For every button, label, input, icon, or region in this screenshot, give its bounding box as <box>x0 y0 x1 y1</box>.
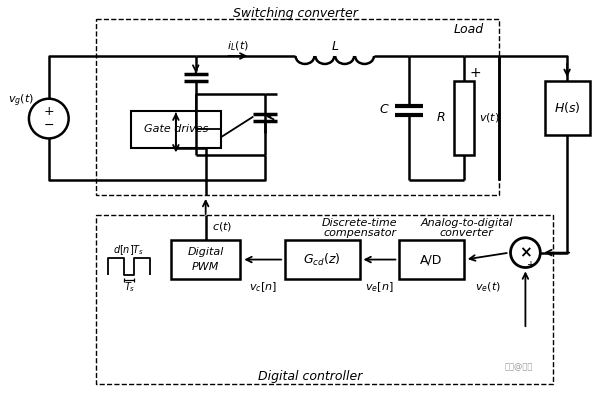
Circle shape <box>29 99 68 139</box>
Text: 知乎@冷夜: 知乎@冷夜 <box>504 362 533 371</box>
Text: ×: × <box>519 245 532 260</box>
Text: $G_{cd}(z)$: $G_{cd}(z)$ <box>303 251 341 268</box>
Bar <box>97 215 553 384</box>
Bar <box>545 81 590 135</box>
Text: Digital controller: Digital controller <box>258 370 362 383</box>
Text: Switching converter: Switching converter <box>233 7 358 20</box>
Text: Digital: Digital <box>187 247 224 257</box>
Text: compensator: compensator <box>323 228 396 238</box>
Text: $v(t)$: $v(t)$ <box>479 111 499 124</box>
Bar <box>97 19 499 195</box>
Text: Load: Load <box>454 23 484 36</box>
Text: $d[n]T_s$: $d[n]T_s$ <box>113 243 144 257</box>
Circle shape <box>511 238 541 268</box>
Text: $T_s$: $T_s$ <box>124 280 135 294</box>
Text: $v_c[n]$: $v_c[n]$ <box>249 280 277 294</box>
Bar <box>399 240 464 280</box>
Bar <box>131 110 221 148</box>
Text: $v_e(t)$: $v_e(t)$ <box>475 281 500 294</box>
Text: $H(s)$: $H(s)$ <box>554 100 580 115</box>
Text: +: + <box>470 66 482 80</box>
Text: $C$: $C$ <box>379 103 389 116</box>
Text: Discrete-time: Discrete-time <box>322 218 397 228</box>
Text: Gate drives: Gate drives <box>143 124 208 135</box>
Text: PWM: PWM <box>192 261 220 272</box>
Text: −: − <box>44 119 54 132</box>
Text: +: + <box>43 105 54 118</box>
Text: $v_e[n]$: $v_e[n]$ <box>365 280 394 294</box>
Text: $R$: $R$ <box>436 111 446 124</box>
Text: +: + <box>526 259 535 270</box>
Text: $c(t)$: $c(t)$ <box>212 220 232 233</box>
Bar <box>454 81 474 155</box>
Text: converter: converter <box>440 228 494 238</box>
Bar <box>285 240 359 280</box>
Text: A/D: A/D <box>420 253 442 266</box>
Text: $L$: $L$ <box>331 40 339 53</box>
Text: $i_L(t)$: $i_L(t)$ <box>227 39 248 53</box>
Bar <box>171 240 241 280</box>
Text: Analog-to-digital: Analog-to-digital <box>421 218 513 228</box>
Text: $v_g(t)$: $v_g(t)$ <box>8 93 34 109</box>
